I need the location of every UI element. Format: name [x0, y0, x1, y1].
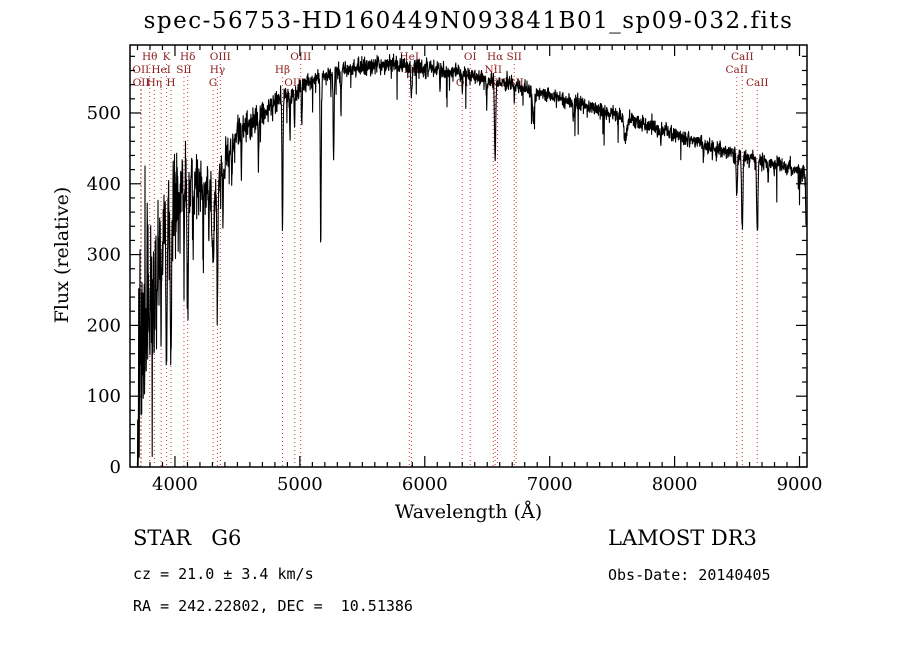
spectral-marker-label: Hγ	[210, 64, 225, 76]
x-tick-label: 9000	[777, 474, 823, 495]
spectral-marker-label: CaII	[726, 64, 749, 76]
marker-lines	[140, 64, 758, 466]
x-tick-label: 5000	[277, 474, 323, 495]
obs-date-text: Obs-Date: 20140405	[608, 566, 771, 584]
plot-title: spec-56753-HD160449N093841B01_sp09-032.f…	[143, 8, 794, 34]
flux-spectrum-line	[136, 53, 807, 467]
spectral-marker-label: Hη	[147, 77, 162, 89]
y-tick-label: 300	[87, 245, 121, 266]
spectral-marker-label: CaII	[746, 77, 769, 89]
survey-release-text: LAMOST DR3	[608, 526, 757, 550]
spectral-marker-label: OII	[133, 77, 150, 89]
spectral-marker-label: SII	[506, 51, 522, 63]
y-tick-label: 0	[110, 457, 121, 478]
tick-labels: 4000 5000 6000 7000 8000 9000 0 100 200 300 400 500	[87, 103, 823, 495]
spectral-marker-label: K	[163, 51, 171, 63]
spectral-marker-label: Hθ	[142, 51, 157, 63]
y-tick-label: 200	[87, 315, 121, 336]
y-tick-label: 500	[87, 103, 121, 124]
spectral-marker-label: G	[209, 77, 217, 89]
spectral-marker-label: CaII	[731, 51, 754, 63]
x-axis-label: Wavelength (Å)	[394, 501, 543, 523]
y-tick-label: 400	[87, 174, 121, 195]
spectral-marker-label: Hα	[487, 51, 503, 63]
object-class-text: STAR G6	[133, 526, 242, 550]
axis-ticks	[130, 45, 807, 468]
x-tick-label: 4000	[152, 474, 198, 495]
y-tick-label: 100	[87, 386, 121, 407]
spectral-marker-label: OII	[132, 64, 149, 76]
x-tick-label: 6000	[402, 474, 448, 495]
spectral-marker-label: H	[166, 77, 175, 89]
spectral-marker-label: OI	[464, 51, 477, 63]
axes-frame	[129, 44, 808, 468]
spectral-marker-label: OIII	[210, 51, 231, 63]
spectral-marker-label: NII	[484, 64, 501, 76]
redshift-velocity-text: cz = 21.0 ± 3.4 km/s	[133, 565, 314, 583]
x-tick-label: 8000	[652, 474, 698, 495]
spectral-marker-label: Hβ	[275, 64, 290, 76]
x-tick-label: 7000	[527, 474, 573, 495]
y-axis-label: Flux (relative)	[51, 186, 73, 324]
spectral-marker-label: SII	[176, 64, 192, 76]
spectral-marker-label: HeI	[151, 64, 171, 76]
spectral-marker-label: OIII	[290, 51, 311, 63]
spectral-marker-label: Hδ	[180, 51, 195, 63]
coordinates-text: RA = 242.22802, DEC = 10.51386	[133, 597, 413, 615]
